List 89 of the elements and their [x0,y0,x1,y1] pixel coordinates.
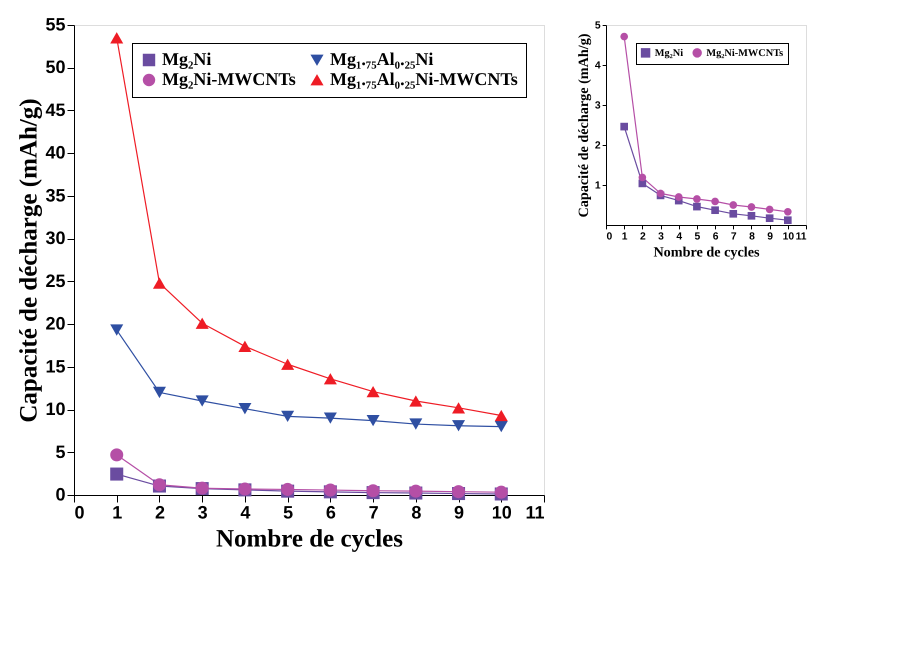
y-tick-label: 35 [45,185,66,206]
x-tick-label: 7 [368,502,379,522]
y-axis-title: Capacité de décharge (mAh/g) [576,33,592,218]
point [281,358,294,370]
point [766,214,774,222]
y-tick-label: 5 [594,20,601,32]
y-tick-label: 0 [55,484,66,504]
y-tick-label: 15 [45,356,66,376]
y-axis-title: Capacité de décharge (mAh/g) [15,98,42,423]
legend-label: Mg₁.₇₅Al₀.₂₅Ni [330,49,434,69]
x-tick-label: 3 [658,231,664,242]
y-tick-label: 10 [45,399,66,420]
point [324,412,337,424]
legend-label: Mg₂Ni-MWCNTs [706,48,784,59]
x-tick-label: 4 [240,502,250,522]
x-tick-label: 2 [154,502,165,522]
point [281,410,294,422]
x-tick-label: 8 [411,502,422,522]
point [110,448,124,462]
point [620,122,628,130]
y-tick-label: 40 [45,142,66,163]
point [110,468,124,481]
point [152,277,166,289]
x-tick-label: 8 [749,231,756,242]
y-tick-label: 55 [45,14,66,34]
point [693,195,701,203]
point [452,402,466,414]
y-tick-label: 25 [45,270,66,291]
x-tick-label: 1 [622,231,628,242]
x-tick-label: 9 [454,502,464,522]
point [784,216,792,224]
point [711,198,719,206]
y-tick-label: 4 [594,60,601,72]
x-tick-label: 11 [796,231,807,242]
y-tick-label: 2 [594,140,601,152]
x-axis-title: Nombre de cycles [216,526,404,552]
point [409,418,422,430]
x-axis-title: Nombre de cycles [653,244,760,261]
point [196,395,209,407]
x-tick-label: 6 [712,231,719,242]
point [748,203,756,211]
point [366,415,380,426]
point [494,420,508,432]
y-tick-label: 5 [55,442,66,462]
y-tick-label: 30 [45,228,66,248]
point [729,210,738,218]
y-tick-label: 3 [594,100,601,112]
point [766,206,774,214]
y-tick-label: 20 [45,314,66,334]
legend-label: Mg₂Ni-MWCNTs [162,69,296,89]
x-tick-label: 0 [606,231,612,242]
y-tick-label: 50 [45,57,66,78]
legend-label: Mg₂Ni [654,48,684,59]
legend-label: Mg₂Ni [162,49,212,69]
point [238,403,252,414]
point [452,420,466,432]
y-tick-label: 1 [594,180,601,192]
point [366,386,380,398]
point [748,212,756,220]
point [324,373,337,384]
x-tick-label: 4 [676,231,682,242]
x-tick-label: 1 [112,502,122,522]
y-tick-label: 45 [45,100,66,120]
point [729,201,738,209]
x-tick-label: 6 [326,502,336,522]
x-tick-label: 10 [782,231,794,242]
x-tick-label: 11 [525,502,544,522]
point [711,206,719,214]
x-tick-label: 5 [283,502,294,522]
point [494,410,508,422]
point [638,174,646,182]
point [196,318,209,329]
point [152,386,166,398]
point [110,32,124,44]
x-tick-label: 10 [492,502,512,522]
point [409,395,422,407]
x-tick-label: 2 [640,231,646,242]
x-tick-label: 3 [198,502,208,522]
legend-label: Mg₁.₇₅Al₀.₂₅Ni-MWCNTs [330,69,518,89]
point [110,324,124,336]
point [784,208,792,216]
point [238,340,252,352]
x-tick-label: 5 [694,231,701,242]
point [620,32,628,40]
x-tick-label: 9 [767,231,774,242]
x-tick-label: 0 [74,502,85,522]
point [693,202,701,210]
point [674,193,683,201]
x-tick-label: 7 [730,231,737,242]
